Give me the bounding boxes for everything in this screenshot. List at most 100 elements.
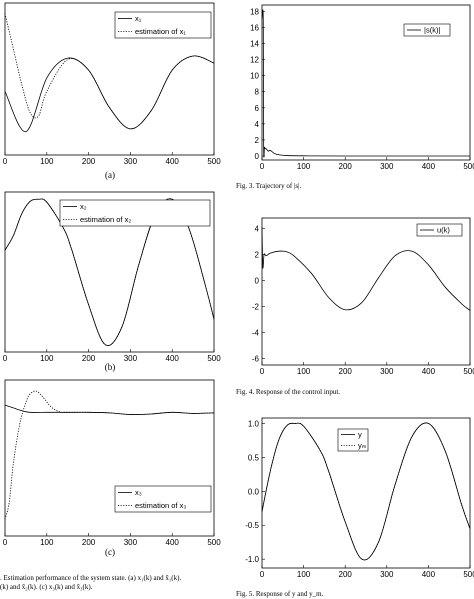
x-tick-label: 300 <box>124 157 138 166</box>
legend-label: yₘ <box>358 441 367 450</box>
legend-label: |s(k)| <box>424 26 440 35</box>
y-tick-label: -6 <box>252 354 260 363</box>
x-tick-label: 500 <box>207 157 221 166</box>
fig2-caption-line2: (k) and x̂₂(k). (c) x₃(k) and x̂₃(k). <box>0 583 93 591</box>
x-tick-label: 0 <box>3 538 8 547</box>
y-tick-label: -2 <box>252 302 260 311</box>
x-tick-label: 300 <box>380 570 394 579</box>
y-tick-label: -4 <box>252 328 260 337</box>
x-tick-label: 300 <box>124 538 138 547</box>
x-tick-label: 100 <box>40 354 54 363</box>
x-tick-label: 100 <box>297 367 311 376</box>
x-tick-label: 400 <box>422 162 436 171</box>
x-tick-label: 0 <box>260 367 265 376</box>
x-tick-label: 400 <box>166 538 180 547</box>
x-tick-label: 300 <box>380 367 394 376</box>
series-line-2 <box>4 13 215 130</box>
plot-frame <box>261 217 471 366</box>
y-tick-label: 12 <box>250 56 259 65</box>
x-tick-label: 100 <box>40 157 54 166</box>
legend-label: x₃ <box>135 488 142 497</box>
panel-sublabel: (b) <box>105 362 116 372</box>
legend-label: y <box>358 430 362 439</box>
x-tick-label: 100 <box>297 570 311 579</box>
legend-label: estimation of x₃ <box>135 501 186 510</box>
legend-label: estimation of x₂ <box>80 215 131 224</box>
plot-fig5: 0 100 200 300 400 500 -1.0 -0.5 0.0 0.5 1.0 y yₘ <box>245 417 474 579</box>
y-tick-label: 1.0 <box>248 419 260 428</box>
x-tick-label: 0 <box>260 570 265 579</box>
y-tick-label: 0.0 <box>248 487 260 496</box>
series-line-1 <box>4 404 215 415</box>
legend-box <box>403 23 451 37</box>
x-tick-label: 0 <box>3 157 8 166</box>
x-tick-label: 500 <box>463 570 474 579</box>
x-tick-label: 400 <box>166 157 180 166</box>
y-tick-label: -0.5 <box>245 521 259 530</box>
x-tick-label: 300 <box>124 354 138 363</box>
plot-fig3: 0 100 200 300 400 500 0 2 4 6 8 10 12 14 16 18 |s(k)| <box>250 4 474 171</box>
series-line-2 <box>261 422 471 561</box>
fig5-caption: Fig. 5. Response of y and y_m. <box>236 590 324 598</box>
fig3-caption: Fig. 3. Trajectory of |s|. <box>236 182 301 190</box>
plot-frame <box>261 417 471 569</box>
x-tick-label: 400 <box>422 570 436 579</box>
y-tick-label: 18 <box>250 7 259 16</box>
fig2-caption-line1: . Estimation performance of the system s… <box>0 574 181 582</box>
fig4-caption: Fig. 4. Response of the control input. <box>236 388 340 396</box>
y-tick-label: 4 <box>255 224 260 233</box>
x-tick-label: 500 <box>463 367 474 376</box>
plot-b: 0 100 200 300 400 500 x₂ estimation of x₂ (b) <box>3 191 221 372</box>
legend-label: u(k) <box>437 226 450 235</box>
y-tick-label: 2 <box>255 250 260 259</box>
legend-label: x₁ <box>135 14 142 23</box>
y-tick-label: 8 <box>255 88 260 97</box>
x-tick-label: 200 <box>82 538 96 547</box>
x-tick-label: 200 <box>339 570 353 579</box>
y-tick-label: 4 <box>255 120 260 129</box>
legend-box <box>114 11 212 39</box>
series-line-1 <box>261 227 471 311</box>
x-tick-label: 100 <box>297 162 311 171</box>
y-tick-label: 10 <box>250 72 259 81</box>
x-tick-label: 0 <box>3 354 8 363</box>
plot-frame <box>4 379 215 537</box>
x-tick-label: 500 <box>463 162 474 171</box>
y-tick-label: -1.0 <box>245 555 259 564</box>
y-tick-label: 2 <box>255 136 260 145</box>
series-line-1 <box>261 9 471 158</box>
x-tick-label: 0 <box>260 162 265 171</box>
plot-frame <box>4 2 215 156</box>
x-tick-label: 100 <box>40 538 54 547</box>
legend-box <box>114 485 212 513</box>
x-tick-label: 400 <box>422 367 436 376</box>
x-tick-label: 500 <box>207 538 221 547</box>
y-tick-label: 0 <box>255 152 260 161</box>
y-tick-label: 0.5 <box>248 453 260 462</box>
y-tick-label: 0 <box>255 276 260 285</box>
plot-fig4: 0 100 200 300 400 500 -6 -4 -2 0 2 4 u(k) <box>252 217 474 376</box>
panel-sublabel: (a) <box>105 170 115 180</box>
x-tick-label: 200 <box>339 367 353 376</box>
x-tick-label: 200 <box>82 157 96 166</box>
plot-frame <box>4 191 215 353</box>
series-line-2 <box>4 390 215 520</box>
y-tick-label: 6 <box>255 104 260 113</box>
series-line-1 <box>4 55 215 133</box>
y-tick-label: 16 <box>250 23 259 32</box>
x-tick-label: 500 <box>207 354 221 363</box>
legend-box <box>59 199 211 227</box>
legend-box <box>416 223 463 237</box>
plot-a: 0 100 200 300 400 500 x₁ estimation of x₁ (a) <box>3 2 221 180</box>
panel-sublabel: (c) <box>105 547 115 557</box>
plot-frame <box>261 4 471 161</box>
legend-label: estimation of x₁ <box>135 27 186 36</box>
plot-c: 0 100 200 300 400 500 x₃ estimation of x₃ (c) <box>3 379 221 557</box>
legend-label: x₂ <box>80 202 87 211</box>
x-tick-label: 200 <box>339 162 353 171</box>
x-tick-label: 300 <box>380 162 394 171</box>
y-tick-label: 14 <box>250 40 259 49</box>
x-tick-label: 200 <box>82 354 96 363</box>
x-tick-label: 400 <box>166 354 180 363</box>
